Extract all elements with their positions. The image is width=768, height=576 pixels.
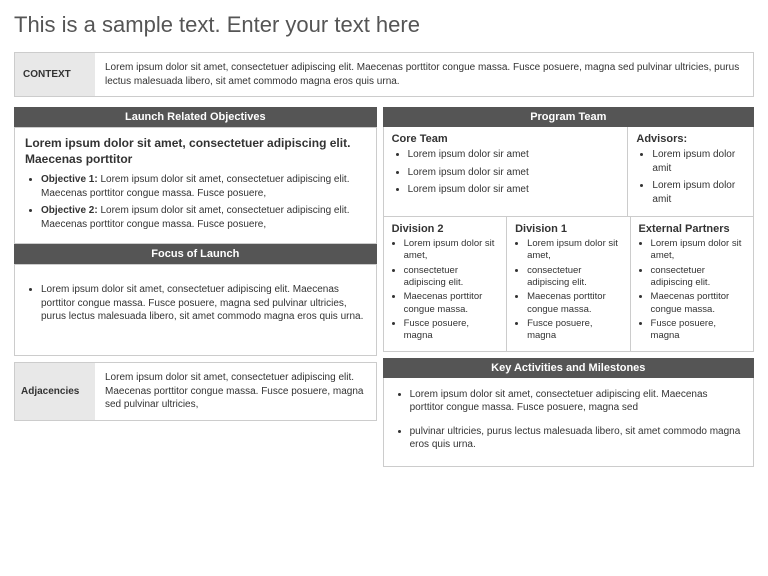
- list-item: Fusce posuere, magna: [527, 318, 621, 343]
- list-item: Lorem ipsum dolor sir amet: [408, 148, 620, 162]
- advisors-list: Lorem ipsum dolor amit Lorem ipsum dolor…: [636, 148, 745, 206]
- objective-label: Objective 1:: [41, 174, 98, 185]
- list-item: Fusce posuere, magna: [404, 318, 498, 343]
- kam-panel: Lorem ipsum dolor sit amet, consectetuer…: [383, 378, 754, 467]
- list-item: Maecenas porttitor congue massa.: [527, 291, 621, 316]
- list-item: Fusce posuere, magna: [651, 318, 745, 343]
- core-team-list: Lorem ipsum dolor sir amet Lorem ipsum d…: [392, 148, 620, 197]
- list-item: Lorem ipsum dolor sit amet, consectetuer…: [410, 388, 743, 415]
- adjacencies-label: Adjacencies: [15, 363, 95, 420]
- adjacencies-row: Adjacencies Lorem ipsum dolor sit amet, …: [14, 362, 377, 421]
- objective-item: Objective 2: Lorem ipsum dolor sit amet,…: [41, 204, 366, 231]
- objective-label: Objective 2:: [41, 205, 98, 216]
- list-item: Lorem ipsum dolor sir amet: [408, 166, 620, 180]
- main-grid: Launch Related Objectives Lorem ipsum do…: [14, 107, 754, 467]
- team-header: Program Team: [383, 107, 754, 127]
- context-label: CONTEXT: [15, 53, 95, 96]
- list-item: Maecenas porttitor congue massa.: [651, 291, 745, 316]
- division-title: Division 2: [392, 223, 498, 235]
- list-item: Lorem ipsum dolor sit amet,: [404, 238, 498, 263]
- list-item: Lorem ipsum dolor amit: [652, 148, 745, 175]
- team-top: Core Team Lorem ipsum dolor sir amet Lor…: [383, 127, 754, 217]
- page-title: This is a sample text. Enter your text h…: [14, 12, 754, 38]
- objectives-header: Launch Related Objectives: [14, 107, 377, 127]
- division-title: Division 1: [515, 223, 621, 235]
- division-col: External Partners Lorem ipsum dolor sit …: [630, 217, 753, 351]
- objectives-list: Objective 1: Lorem ipsum dolor sit amet,…: [25, 173, 366, 231]
- list-item: consectetuer adipiscing elit.: [527, 265, 621, 290]
- left-column: Launch Related Objectives Lorem ipsum do…: [14, 107, 377, 467]
- division-col: Division 1 Lorem ipsum dolor sit amet, c…: [506, 217, 629, 351]
- context-row: CONTEXT Lorem ipsum dolor sit amet, cons…: [14, 52, 754, 97]
- division-col: Division 2 Lorem ipsum dolor sit amet, c…: [384, 217, 506, 351]
- list-item: Lorem ipsum dolor sit amet,: [527, 238, 621, 263]
- right-column: Program Team Core Team Lorem ipsum dolor…: [383, 107, 754, 467]
- core-team-col: Core Team Lorem ipsum dolor sir amet Lor…: [384, 127, 628, 216]
- kam-header: Key Activities and Milestones: [383, 358, 754, 378]
- objectives-lead: Lorem ipsum dolor sit amet, consectetuer…: [25, 136, 366, 167]
- team-bottom: Division 2 Lorem ipsum dolor sit amet, c…: [383, 217, 754, 352]
- focus-header: Focus of Launch: [14, 244, 377, 264]
- division-title: External Partners: [639, 223, 745, 235]
- list-item: Lorem ipsum dolor sit amet,: [651, 238, 745, 263]
- core-team-title: Core Team: [392, 133, 620, 145]
- objectives-panel: Lorem ipsum dolor sit amet, consectetuer…: [14, 127, 377, 244]
- focus-panel: Lorem ipsum dolor sit amet, consectetuer…: [14, 264, 377, 356]
- list-item: Lorem ipsum dolor sir amet: [408, 183, 620, 197]
- focus-text: Lorem ipsum dolor sit amet, consectetuer…: [41, 283, 366, 324]
- adjacencies-body: Lorem ipsum dolor sit amet, consectetuer…: [95, 363, 376, 420]
- list-item: Maecenas porttitor congue massa.: [404, 291, 498, 316]
- objective-item: Objective 1: Lorem ipsum dolor sit amet,…: [41, 173, 366, 200]
- list-item: consectetuer adipiscing elit.: [404, 265, 498, 290]
- advisors-col: Advisors: Lorem ipsum dolor amit Lorem i…: [627, 127, 753, 216]
- list-item: Lorem ipsum dolor amit: [652, 179, 745, 206]
- list-item: pulvinar ultricies, purus lectus malesua…: [410, 425, 743, 452]
- context-body: Lorem ipsum dolor sit amet, consectetuer…: [95, 53, 753, 96]
- list-item: consectetuer adipiscing elit.: [651, 265, 745, 290]
- advisors-title: Advisors:: [636, 133, 745, 145]
